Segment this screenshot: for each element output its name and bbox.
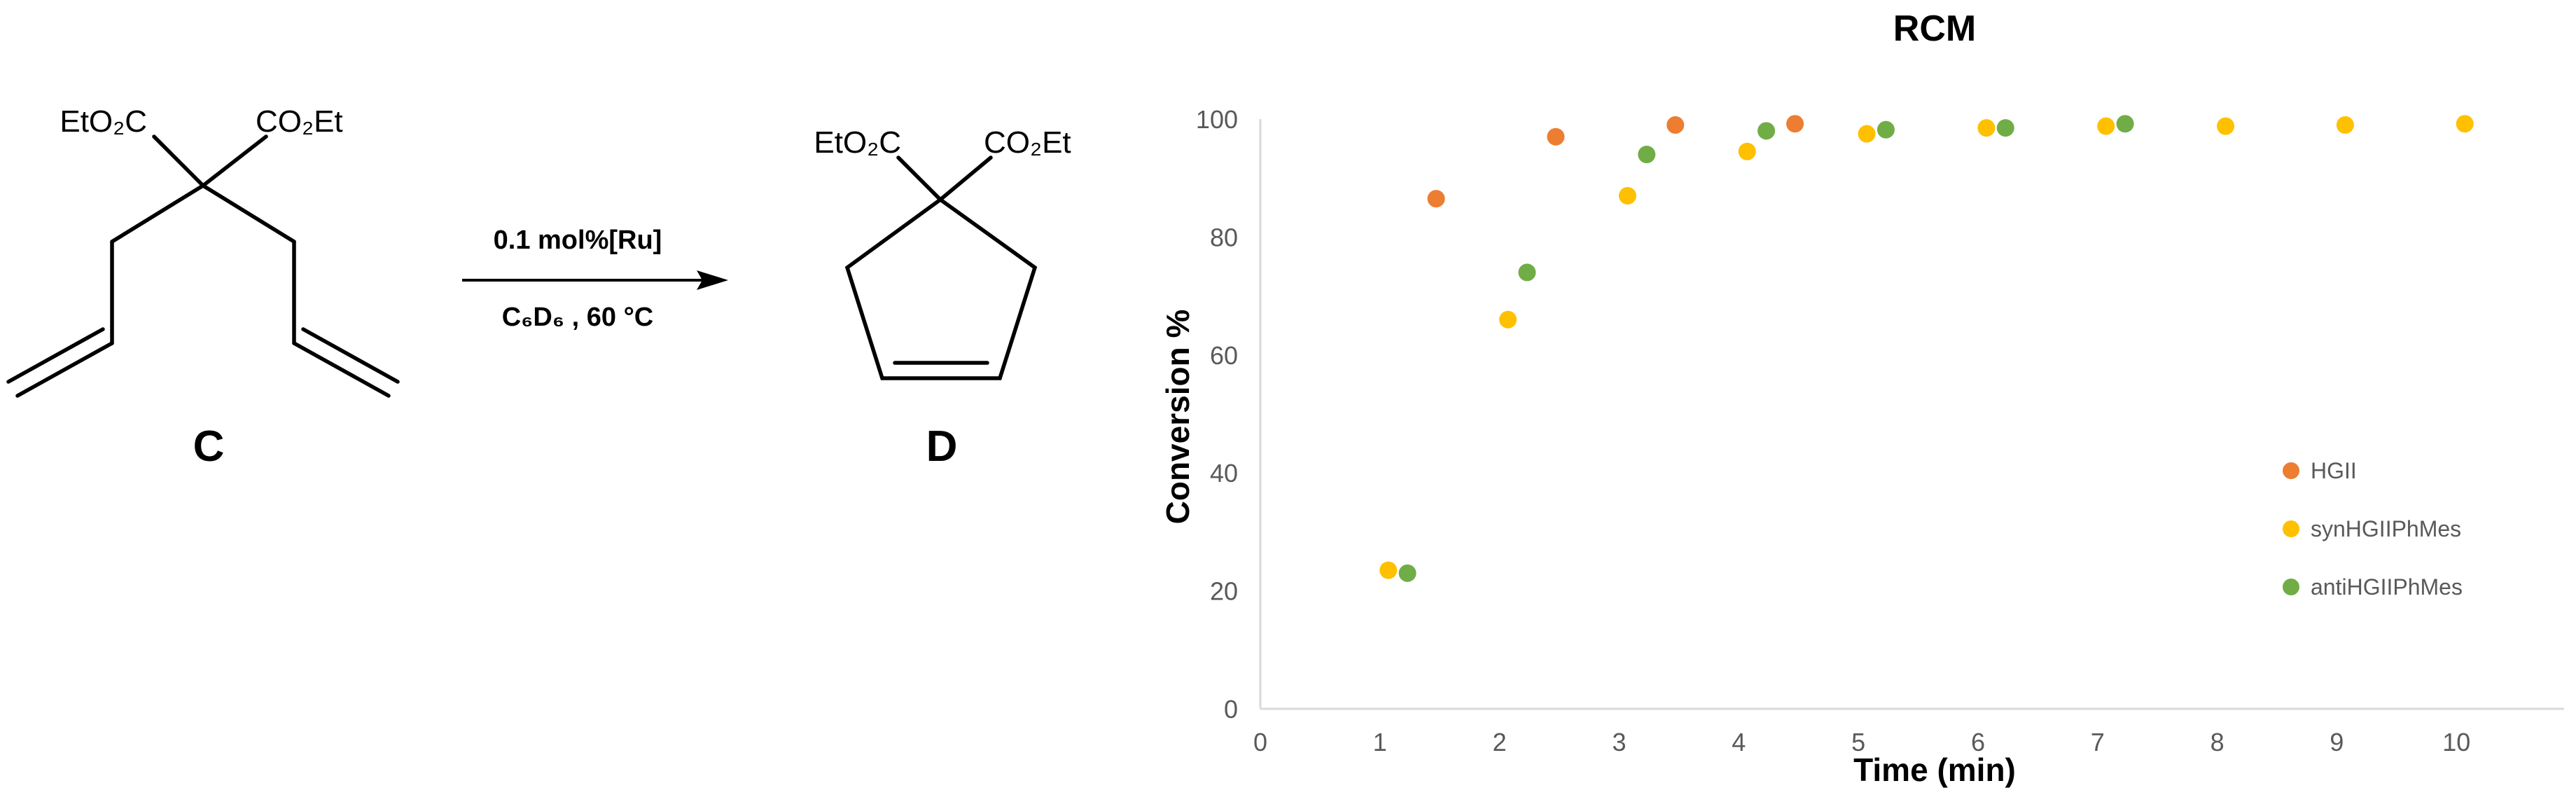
product-right-ester: CO₂Et <box>984 125 1071 160</box>
conditions-solvent-temperature: C₆D₆ , 60 °C <box>502 303 654 332</box>
x-tick-label: 7 <box>2091 728 2105 756</box>
arrow-head <box>697 270 728 290</box>
y-tick-label: 80 <box>1210 223 1238 251</box>
reactant-structure: EtO₂C CO₂Et C <box>6 104 400 471</box>
data-point <box>1398 564 1416 582</box>
y-tick-label: 100 <box>1196 105 1238 134</box>
data-point <box>1757 122 1776 140</box>
product-structure: EtO₂C CO₂Et D <box>814 125 1071 471</box>
legend-marker <box>2283 462 2299 479</box>
legend-label: HGII <box>2311 458 2357 483</box>
bond <box>15 341 114 398</box>
double-bond-line <box>301 327 400 384</box>
x-tick-label: 4 <box>1732 728 1746 756</box>
data-point <box>1786 115 1804 133</box>
bond <box>152 134 205 188</box>
reaction-scheme: EtO₂C CO₂Et C 0.1 mol%[Ru] C₆D₆ , 60 °C … <box>6 104 1071 471</box>
y-tick-label: 40 <box>1210 459 1238 488</box>
legend: HGII synHGIIPhMes antiHGIIPhMes <box>2283 458 2463 600</box>
legend-label: synHGIIPhMes <box>2311 516 2461 541</box>
product-left-ester: EtO₂C <box>814 125 901 160</box>
x-tick-label: 2 <box>1493 728 1507 756</box>
double-bond-line <box>6 327 105 384</box>
y-tick-label: 0 <box>1224 695 1238 724</box>
y-tick-label: 60 <box>1210 341 1238 370</box>
x-tick-labels: 0 1 2 3 4 5 6 7 8 9 10 <box>1253 728 2470 756</box>
data-point <box>1427 190 1445 208</box>
x-tick-label: 9 <box>2330 728 2344 756</box>
chart-title: RCM <box>1893 8 1976 49</box>
bond <box>201 134 268 188</box>
bond <box>896 155 942 202</box>
data-point <box>1518 263 1536 282</box>
bond <box>292 341 391 398</box>
product-label: D <box>926 422 958 471</box>
bond <box>110 184 205 244</box>
bond <box>201 184 296 244</box>
y-tick-labels: 0 20 40 60 80 100 <box>1196 105 1238 724</box>
x-tick-label: 1 <box>1373 728 1387 756</box>
x-tick-label: 10 <box>2442 728 2470 756</box>
series-synHGIIPhMes <box>1379 115 2474 579</box>
data-point <box>2097 117 2115 135</box>
data-point <box>1379 561 1398 579</box>
data-point <box>1877 120 1895 139</box>
conditions-catalyst: 0.1 mol%[Ru] <box>494 226 662 255</box>
data-point <box>1547 127 1565 146</box>
data-point <box>1858 125 1876 143</box>
x-tick-label: 3 <box>1612 728 1626 756</box>
x-tick-label: 0 <box>1253 728 1267 756</box>
reactant-left-ester: EtO₂C <box>60 104 147 139</box>
reactant-label: C <box>193 422 225 471</box>
data-point <box>1618 186 1636 205</box>
reaction-arrow: 0.1 mol%[Ru] C₆D₆ , 60 °C <box>462 226 728 332</box>
data-point <box>1738 142 1756 160</box>
series-antiHGIIPhMes <box>1398 115 2134 582</box>
data-point <box>2336 116 2354 134</box>
data-points <box>1379 115 2474 582</box>
data-point <box>1666 116 1685 134</box>
series-HGII <box>1427 115 1804 208</box>
reactant-right-ester: CO₂Et <box>256 104 343 139</box>
cyclopentene-ring <box>844 197 1038 380</box>
legend-marker <box>2283 579 2299 595</box>
data-point <box>2116 115 2134 133</box>
y-axis-label: Conversion % <box>1160 310 1196 525</box>
data-point <box>2456 115 2474 133</box>
data-point <box>1638 146 1656 164</box>
conversion-chart: RCM 0 20 40 60 80 100 0 1 2 3 4 5 6 7 8 9 10 Time (min)… <box>1160 8 2564 788</box>
legend-label: antiHGIIPhMes <box>2311 574 2463 600</box>
y-tick-label: 20 <box>1210 577 1238 606</box>
x-tick-label: 8 <box>2211 728 2225 756</box>
x-axis-label: Time (min) <box>1853 752 2016 788</box>
x-tick-label: 6 <box>1971 728 1985 756</box>
data-point <box>1499 310 1517 329</box>
data-point <box>2217 117 2235 135</box>
x-tick-label: 5 <box>1851 728 1865 756</box>
legend-marker <box>2283 520 2299 537</box>
bond <box>938 155 993 202</box>
data-point <box>1996 119 2014 137</box>
data-point <box>1977 119 1996 137</box>
